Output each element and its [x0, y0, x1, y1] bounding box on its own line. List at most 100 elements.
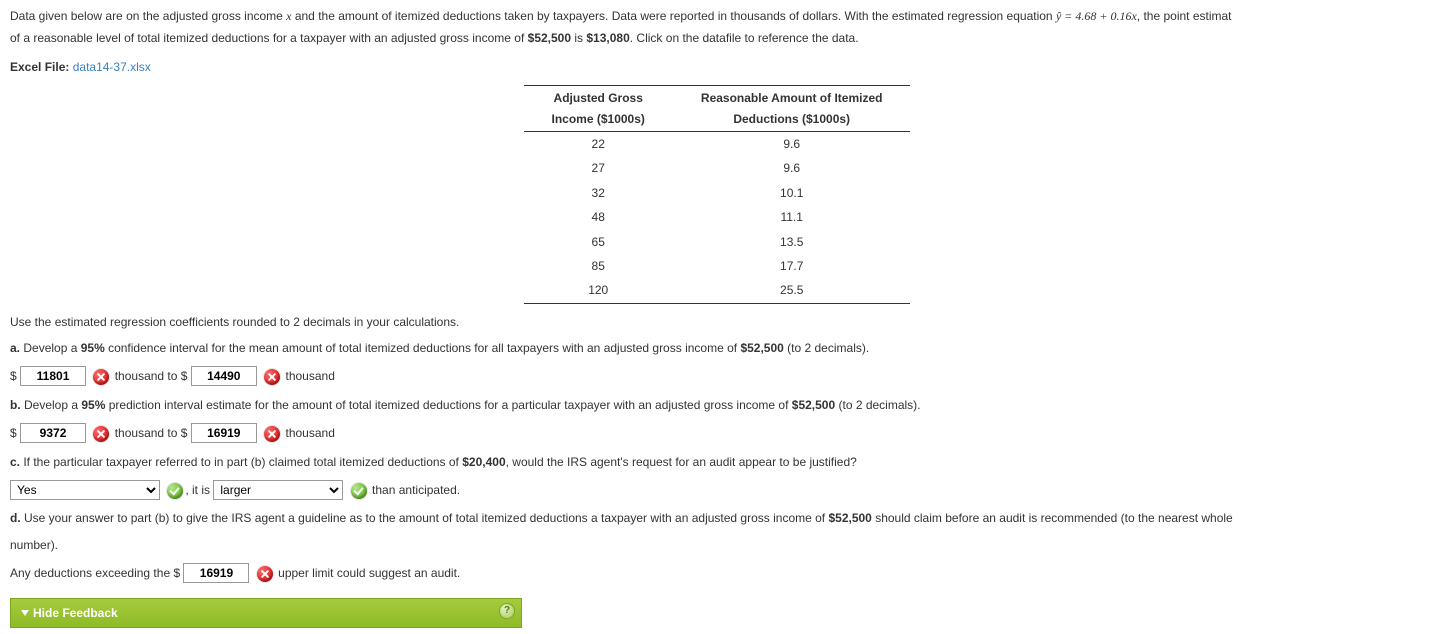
- cell-y: 25.5: [673, 278, 911, 303]
- part-a: a. Develop a 95% confidence interval for…: [10, 338, 1424, 358]
- part-c: c. If the particular taxpayer referred t…: [10, 452, 1424, 472]
- d-post: upper limit could suggest an audit.: [278, 566, 460, 580]
- wrong-icon: [264, 426, 280, 442]
- cell-x: 85: [524, 254, 673, 278]
- intro-text-3: , the point estimat: [1137, 9, 1232, 23]
- d-agi: $52,500: [828, 511, 871, 525]
- a-unit1: thousand to $: [115, 369, 188, 383]
- table-row: 229.6: [524, 131, 911, 156]
- wrong-icon: [93, 426, 109, 442]
- cell-y: 9.6: [673, 131, 911, 156]
- b-text-3: (to 2 decimals).: [835, 398, 920, 412]
- b-unit1: thousand to $: [115, 426, 188, 440]
- d-text-2: should claim before an audit is recommen…: [872, 511, 1233, 525]
- file-row: Excel File: data14-37.xlsx: [10, 57, 1424, 77]
- d-text-1: Use your answer to part (b) to give the …: [21, 511, 829, 525]
- wrong-icon: [264, 369, 280, 385]
- cell-y: 17.7: [673, 254, 911, 278]
- data-table: Adjusted Gross Income ($1000s) Reasonabl…: [524, 85, 911, 304]
- part-b: b. Develop a 95% prediction interval est…: [10, 395, 1424, 415]
- wrong-icon: [93, 369, 109, 385]
- d-input[interactable]: [183, 563, 249, 583]
- calc-note: Use the estimated regression coefficient…: [10, 312, 1424, 332]
- b-text-2: prediction interval estimate for the amo…: [105, 398, 791, 412]
- eq-rhs: = 4.68 + 0.16x: [1061, 9, 1137, 23]
- a-text-3: (to 2 decimals).: [784, 341, 869, 355]
- intro-line2-a: of a reasonable level of total itemized …: [10, 31, 528, 45]
- cell-x: 27: [524, 156, 673, 180]
- c-select-2[interactable]: larger: [213, 480, 343, 500]
- c-answer-row: Yes , it is larger than anticipated.: [10, 480, 1424, 500]
- dollar: $: [10, 426, 17, 440]
- a-unit2: thousand: [285, 369, 334, 383]
- col-header-income: Adjusted Gross Income ($1000s): [524, 86, 673, 132]
- intro-line2-b: is: [571, 31, 586, 45]
- d-answer-row: Any deductions exceeding the $ upper lim…: [10, 563, 1424, 583]
- a-pct: 95%: [81, 341, 105, 355]
- feedback-label: Hide Feedback: [33, 606, 118, 620]
- part-d: d. Use your answer to part (b) to give t…: [10, 508, 1424, 528]
- table-row: 4811.1: [524, 205, 911, 229]
- intro-text-1: Data given below are on the adjusted gro…: [10, 9, 286, 23]
- file-label: Excel File:: [10, 60, 69, 74]
- chevron-down-icon: [21, 610, 29, 616]
- b-upper-input[interactable]: [191, 423, 257, 443]
- table-row: 6513.5: [524, 230, 911, 254]
- b-agi: $52,500: [792, 398, 835, 412]
- a-text-2: confidence interval for the mean amount …: [105, 341, 741, 355]
- a-lower-input[interactable]: [20, 366, 86, 386]
- a-upper-input[interactable]: [191, 366, 257, 386]
- h1b: Income ($1000s): [552, 109, 645, 129]
- a-answer-row: $ thousand to $ thousand: [10, 366, 1424, 386]
- cell-x: 48: [524, 205, 673, 229]
- correct-icon: [167, 483, 183, 499]
- intro-line2-c: . Click on the datafile to reference the…: [630, 31, 859, 45]
- a-text-1: Develop a: [20, 341, 81, 355]
- d-pre: Any deductions exceeding the $: [10, 566, 180, 580]
- h1a: Adjusted Gross: [552, 88, 645, 108]
- c-select-1[interactable]: Yes: [10, 480, 160, 500]
- d-text-3: number).: [10, 535, 1424, 555]
- dollar: $: [10, 369, 17, 383]
- b-label: b.: [10, 398, 21, 412]
- cell-x: 32: [524, 181, 673, 205]
- cell-x: 65: [524, 230, 673, 254]
- h2b: Deductions ($1000s): [701, 109, 883, 129]
- problem-intro: Data given below are on the adjusted gro…: [10, 6, 1424, 26]
- c-text-1: If the particular taxpayer referred to i…: [20, 455, 462, 469]
- table-row: 3210.1: [524, 181, 911, 205]
- cell-x: 120: [524, 278, 673, 303]
- intro-text-2: and the amount of itemized deductions ta…: [292, 9, 1056, 23]
- b-unit2: thousand: [285, 426, 334, 440]
- intro-agi: $52,500: [528, 31, 571, 45]
- problem-intro-2: of a reasonable level of total itemized …: [10, 28, 1424, 48]
- c-label: c.: [10, 455, 20, 469]
- b-answer-row: $ thousand to $ thousand: [10, 423, 1424, 443]
- correct-icon: [351, 483, 367, 499]
- intro-point-est: $13,080: [586, 31, 629, 45]
- b-lower-input[interactable]: [20, 423, 86, 443]
- help-icon[interactable]: ?: [499, 603, 515, 619]
- cell-x: 22: [524, 131, 673, 156]
- c-text-2: , would the IRS agent's request for an a…: [506, 455, 857, 469]
- wrong-icon: [257, 566, 273, 582]
- file-link[interactable]: data14-37.xlsx: [73, 60, 151, 74]
- table-row: 279.6: [524, 156, 911, 180]
- col-header-deductions: Reasonable Amount of Itemized Deductions…: [673, 86, 911, 132]
- a-agi: $52,500: [740, 341, 783, 355]
- cell-y: 9.6: [673, 156, 911, 180]
- table-row: 12025.5: [524, 278, 911, 303]
- cell-y: 11.1: [673, 205, 911, 229]
- h2a: Reasonable Amount of Itemized: [701, 88, 883, 108]
- c-amount: $20,400: [462, 455, 505, 469]
- c-mid: , it is: [185, 483, 210, 497]
- cell-y: 10.1: [673, 181, 911, 205]
- cell-y: 13.5: [673, 230, 911, 254]
- b-pct: 95%: [81, 398, 105, 412]
- table-row: 8517.7: [524, 254, 911, 278]
- c-tail: than anticipated.: [372, 483, 460, 497]
- a-label: a.: [10, 341, 20, 355]
- hide-feedback-button[interactable]: Hide Feedback ?: [10, 598, 522, 628]
- b-text-1: Develop a: [21, 398, 82, 412]
- d-label: d.: [10, 511, 21, 525]
